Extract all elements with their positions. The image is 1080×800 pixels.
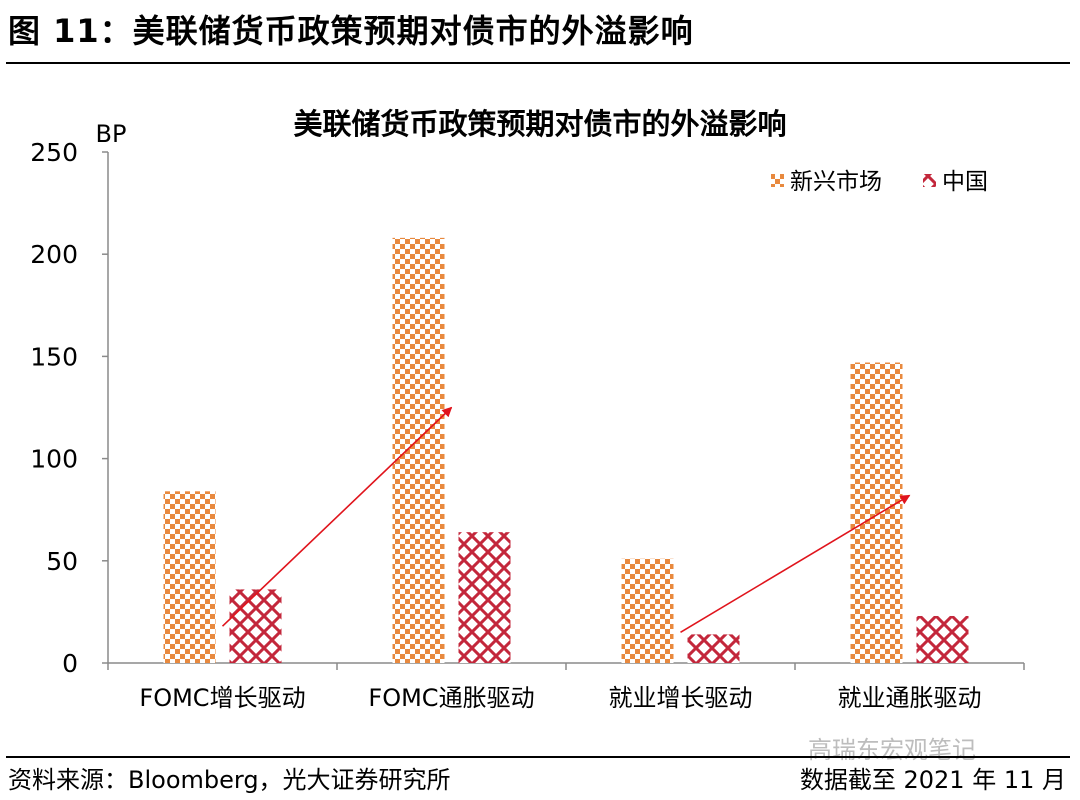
bar-china	[458, 532, 511, 663]
y-tick-label: 0	[62, 649, 78, 678]
data-date-note: 数据截至 2021 年 11 月	[799, 766, 1066, 794]
legend-label-china: 中国	[942, 169, 988, 195]
bar-emerging	[621, 558, 674, 663]
bars	[163, 237, 969, 663]
bar-emerging	[850, 362, 903, 663]
bottom-rule	[6, 756, 1070, 758]
x-category-label: 就业通胀驱动	[838, 684, 982, 712]
trend-arrow	[221, 406, 453, 627]
y-axis-unit-label: BP	[96, 120, 127, 148]
bar-chart: 美联储货币政策预期对债市的外溢影响 BP 0 50 100 150 200 250 FOM…	[30, 107, 1025, 712]
x-category-label: FOMC增长驱动	[139, 684, 305, 712]
x-category-label: 就业增长驱动	[609, 684, 753, 712]
y-ticks: 0 50 100 150 200 250	[30, 138, 108, 678]
bar-china	[916, 615, 969, 663]
figure-heading: 图 11：美联储货币政策预期对债市的外溢影响	[8, 12, 694, 50]
source-note: 资料来源：Bloomberg，光大证券研究所	[8, 766, 451, 794]
legend-label-emerging: 新兴市场	[790, 169, 882, 195]
y-tick-label: 100	[30, 445, 78, 474]
y-tick-label: 200	[30, 240, 78, 269]
bar-emerging	[163, 491, 216, 663]
y-tick-label: 250	[30, 138, 78, 167]
chart-title: 美联储货币政策预期对债市的外溢影响	[293, 107, 786, 141]
watermark: 高瑞东宏观笔记	[808, 736, 976, 764]
x-category-labels: FOMC增长驱动 FOMC通胀驱动 就业增长驱动 就业通胀驱动	[139, 684, 981, 712]
y-tick-label: 50	[46, 547, 78, 576]
trend-arrow	[680, 494, 911, 634]
x-category-label: FOMC通胀驱动	[368, 684, 534, 712]
legend-swatch-emerging	[771, 174, 784, 187]
bar-china	[229, 589, 282, 663]
y-tick-label: 150	[30, 342, 78, 371]
legend: 新兴市场 中国	[771, 169, 988, 195]
annotation-arrows	[221, 406, 911, 634]
x-ticks	[107, 663, 1025, 670]
top-rule	[6, 62, 1070, 64]
bar-china	[687, 634, 740, 663]
bar-emerging	[392, 237, 445, 663]
legend-swatch-china	[923, 174, 936, 187]
